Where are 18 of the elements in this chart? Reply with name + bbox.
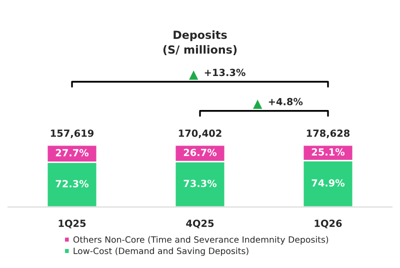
legend-label: Low-Cost (Demand and Saving Deposits) (74, 247, 248, 256)
data-label: 74.9% (312, 179, 345, 187)
data-label: 73.3% (184, 180, 217, 188)
annotation: 170,402 (178, 130, 222, 138)
text: +13.3% (204, 68, 246, 76)
x-tick-label: 4Q25 (186, 220, 214, 228)
x-tick-label: 1Q26 (314, 220, 342, 228)
data-label: 25.1% (312, 148, 345, 156)
chart-title: Deposits (174, 30, 227, 42)
data-label: 72.3% (56, 180, 89, 188)
data-label: 27.7% (56, 149, 89, 156)
chart-subtitle: (S/ millions) (163, 45, 237, 56)
annotation: 157,619 (50, 130, 94, 138)
annotation: 178,628 (306, 130, 350, 138)
x-tick-label: 1Q25 (58, 220, 86, 228)
text: +4.8% (268, 98, 303, 106)
data-label: 26.7% (184, 148, 217, 156)
legend-label: Others Non-Core (Time and Severance Indemnity Deposits) (73, 236, 328, 244)
